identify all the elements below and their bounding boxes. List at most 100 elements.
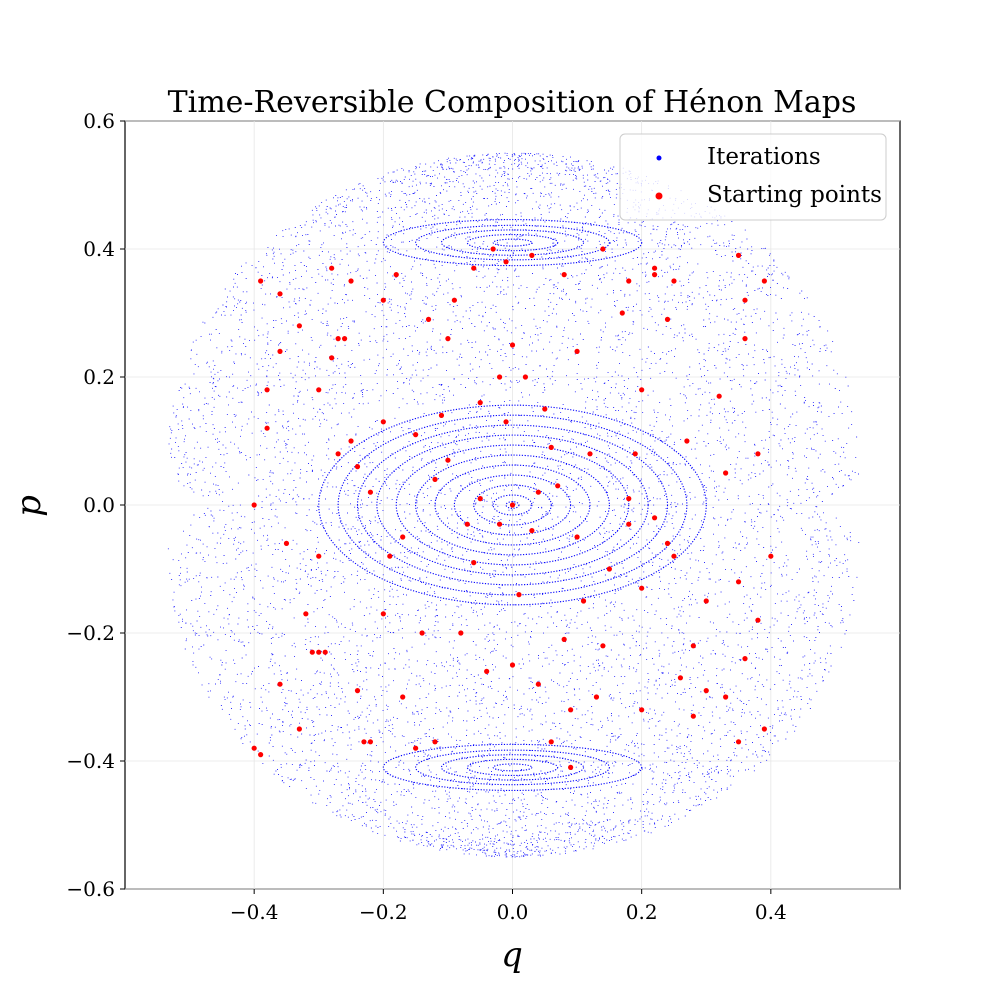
starting-point bbox=[329, 265, 335, 271]
starting-point bbox=[400, 534, 406, 540]
x-axis-title: q bbox=[501, 935, 523, 975]
starting-point bbox=[477, 400, 483, 406]
y-tick-label: 0.6 bbox=[83, 109, 115, 133]
y-tick-label: −0.6 bbox=[66, 877, 115, 901]
starting-point bbox=[258, 752, 264, 758]
starting-point bbox=[542, 406, 548, 412]
starting-point bbox=[400, 694, 406, 700]
starting-point bbox=[348, 278, 354, 284]
starting-point bbox=[458, 630, 464, 636]
starting-point bbox=[548, 444, 554, 450]
starting-point bbox=[496, 374, 503, 380]
starting-point bbox=[619, 310, 625, 316]
starting-point bbox=[516, 592, 522, 598]
invariant-curve bbox=[337, 414, 688, 596]
starting-point bbox=[335, 451, 341, 457]
starting-point bbox=[716, 393, 722, 399]
starting-point bbox=[503, 419, 509, 425]
x-axis-ticks: −0.4 −0.2 0.0 0.2 0.4 bbox=[230, 889, 787, 924]
starting-point bbox=[445, 457, 451, 463]
x-tick-label: −0.2 bbox=[359, 900, 408, 924]
starting-point bbox=[367, 739, 374, 745]
starting-point bbox=[548, 739, 554, 745]
starting-point bbox=[664, 316, 671, 322]
invariant-curve bbox=[492, 238, 533, 247]
starting-point bbox=[723, 470, 729, 476]
starting-point bbox=[742, 336, 748, 342]
starting-point bbox=[529, 252, 535, 258]
starting-point bbox=[251, 745, 257, 751]
starting-point bbox=[561, 636, 567, 643]
starting-point bbox=[445, 336, 451, 342]
starting-point bbox=[671, 278, 677, 284]
invariant-curve bbox=[453, 474, 572, 536]
starting-point bbox=[490, 246, 496, 252]
legend-box bbox=[619, 133, 887, 221]
starting-point bbox=[593, 694, 600, 700]
chart-title: Time-Reversible Composition of Hénon Map… bbox=[168, 85, 857, 120]
invariant-curve bbox=[376, 434, 649, 576]
starting-point bbox=[568, 707, 574, 713]
starting-point bbox=[432, 476, 438, 482]
starting-point bbox=[335, 336, 341, 342]
starting-point bbox=[684, 438, 690, 444]
starting-point bbox=[742, 297, 748, 303]
starting-point bbox=[316, 553, 322, 559]
starting-point bbox=[393, 272, 399, 278]
starting-point bbox=[677, 675, 684, 681]
starting-point bbox=[755, 617, 761, 623]
starting-point bbox=[380, 611, 386, 617]
y-tick-label: 0.4 bbox=[83, 237, 115, 261]
legend-marker-iterations bbox=[656, 155, 662, 161]
invariant-curve bbox=[382, 219, 643, 267]
x-tick-label: 0.0 bbox=[497, 900, 529, 924]
iterations-series bbox=[167, 152, 860, 858]
starting-point bbox=[277, 348, 283, 354]
starting-point bbox=[258, 278, 264, 284]
starting-point bbox=[664, 540, 671, 547]
starting-point bbox=[419, 630, 425, 636]
starting-point bbox=[574, 348, 580, 354]
starting-point bbox=[316, 649, 322, 655]
starting-point bbox=[600, 246, 606, 252]
starting-point bbox=[671, 553, 677, 559]
starting-point bbox=[755, 451, 761, 457]
invariant-curve bbox=[492, 494, 533, 516]
starting-point bbox=[432, 739, 438, 745]
starting-point bbox=[535, 489, 541, 495]
starting-point bbox=[761, 726, 767, 732]
starting-point bbox=[329, 355, 335, 361]
starting-point bbox=[735, 579, 742, 585]
starting-point bbox=[735, 252, 742, 258]
y-tick-label: −0.4 bbox=[66, 749, 115, 773]
starting-point bbox=[387, 553, 393, 559]
starting-point bbox=[639, 585, 645, 591]
x-tick-label: −0.4 bbox=[230, 900, 279, 924]
invariant-curve bbox=[382, 743, 643, 791]
starting-point bbox=[496, 521, 503, 527]
invariant-curve bbox=[415, 454, 610, 556]
x-tick-label: 0.2 bbox=[626, 900, 658, 924]
invariant-curve bbox=[466, 758, 559, 777]
starting-point bbox=[651, 272, 658, 278]
starting-point bbox=[322, 649, 328, 655]
starting-point bbox=[438, 412, 445, 418]
legend-label-starting-points: Starting points bbox=[707, 182, 882, 208]
starting-point bbox=[742, 656, 748, 662]
invariant-curve bbox=[505, 501, 520, 509]
starting-point bbox=[574, 534, 580, 540]
legend: Iterations Starting points bbox=[619, 133, 887, 221]
starting-point bbox=[471, 265, 477, 271]
starting-point bbox=[380, 297, 386, 303]
starting-point bbox=[568, 764, 574, 771]
starting-point bbox=[309, 649, 315, 655]
starting-point bbox=[264, 387, 270, 393]
starting-point bbox=[451, 297, 457, 303]
invariant-curve bbox=[356, 424, 669, 586]
starting-point bbox=[425, 316, 432, 322]
starting-point bbox=[509, 502, 516, 508]
legend-label-iterations: Iterations bbox=[707, 144, 821, 170]
y-tick-label: −0.2 bbox=[66, 621, 115, 645]
x-tick-label: 0.4 bbox=[755, 900, 787, 924]
starting-point bbox=[471, 560, 477, 566]
